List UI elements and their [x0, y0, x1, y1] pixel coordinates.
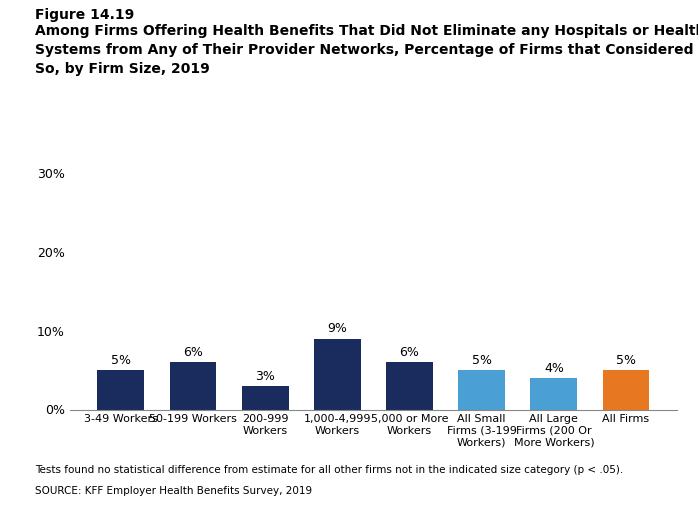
Text: 5%: 5% — [616, 354, 636, 367]
Text: 9%: 9% — [327, 322, 348, 335]
Text: 6%: 6% — [183, 346, 203, 359]
Text: SOURCE: KFF Employer Health Benefits Survey, 2019: SOURCE: KFF Employer Health Benefits Sur… — [35, 486, 312, 496]
Bar — [386, 362, 433, 410]
Bar — [242, 386, 289, 410]
Bar — [530, 378, 577, 410]
Text: 6%: 6% — [399, 346, 419, 359]
Text: 5%: 5% — [111, 354, 131, 367]
Bar — [170, 362, 216, 410]
Bar — [602, 370, 649, 410]
Bar — [458, 370, 505, 410]
Text: Figure 14.19: Figure 14.19 — [35, 8, 134, 22]
Text: Tests found no statistical difference from estimate for all other firms not in t: Tests found no statistical difference fr… — [35, 465, 623, 475]
Text: Among Firms Offering Health Benefits That Did Not Eliminate any Hospitals or Hea: Among Firms Offering Health Benefits Tha… — [35, 24, 698, 76]
Text: 3%: 3% — [255, 370, 275, 383]
Text: 4%: 4% — [544, 362, 564, 375]
Bar — [314, 339, 361, 410]
Bar — [98, 370, 144, 410]
Text: 5%: 5% — [472, 354, 491, 367]
